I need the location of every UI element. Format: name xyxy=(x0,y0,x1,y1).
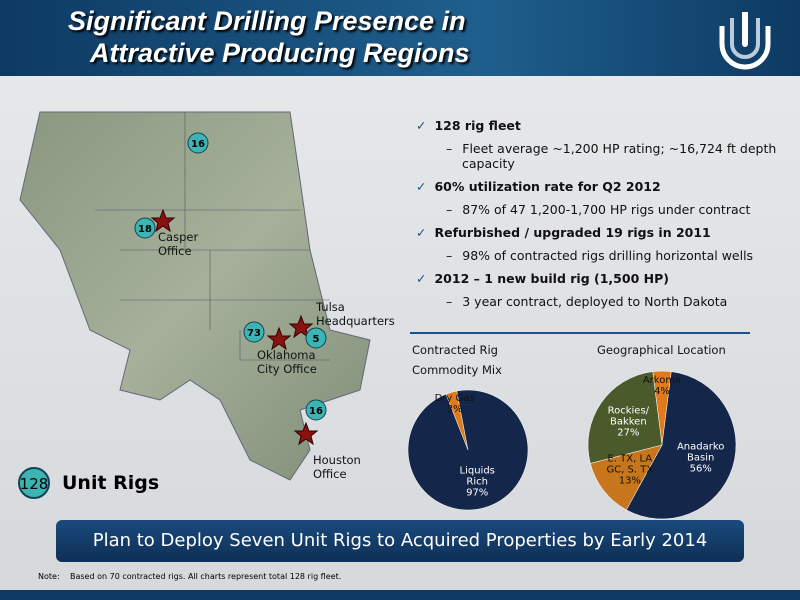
office-label: Oklahoma City Office xyxy=(257,348,317,376)
rig-count: 73 xyxy=(247,328,261,339)
pie-slice xyxy=(626,371,737,520)
slice-label: Liquids Rich 97% xyxy=(448,465,506,498)
banner: Plan to Deploy Seven Unit Rigs to Acquir… xyxy=(56,520,744,562)
slice-category: Arkoma xyxy=(642,374,682,386)
bullet: 2012 – 1 new build rig (1,500 HP) xyxy=(416,271,786,286)
chart-title: Geographical Location xyxy=(597,343,726,357)
office-label: Tulsa Headquarters xyxy=(316,300,395,328)
rig-badge xyxy=(243,321,265,343)
total-badge xyxy=(18,467,50,499)
pie-slice xyxy=(590,444,663,511)
pie-slice xyxy=(587,371,663,464)
slice-label: Anadarko Basin 56% xyxy=(672,441,730,474)
divider xyxy=(410,332,750,334)
slice-category: Liquids Rich xyxy=(459,465,495,488)
slice-label: Arkoma 4% xyxy=(633,375,691,397)
title: Attractive Producing Regions xyxy=(90,38,470,68)
slice-category: Dry Gas xyxy=(434,392,475,404)
slice-category: Rockies/ Bakken xyxy=(607,405,650,428)
slice-value: 3% xyxy=(446,403,463,415)
rig-count: 5 xyxy=(313,334,320,345)
bullet: Refurbished / upgraded 19 rigs in 2011 xyxy=(416,225,786,240)
slice-value: 4% xyxy=(654,385,670,397)
logo xyxy=(719,12,771,70)
slice-value: 13% xyxy=(618,475,641,487)
bullet: 60% utilization rate for Q2 2012 xyxy=(416,179,786,194)
slice-label: E. TX, LA GC, S. TX 13% xyxy=(601,453,659,486)
pie-slice xyxy=(407,389,529,511)
rig-badge xyxy=(187,132,209,154)
rig-badge xyxy=(134,217,156,239)
office-label: Houston Office xyxy=(313,453,361,481)
total-label: Unit Rigs xyxy=(62,472,160,494)
total-count: 128 xyxy=(20,475,49,493)
slice-category: Anadarko Basin xyxy=(676,441,725,464)
sub-bullet: 98% of contracted rigs drilling horizont… xyxy=(438,248,786,263)
office-label: Casper Office xyxy=(158,230,199,258)
slice-value: 97% xyxy=(466,487,489,499)
slice-value: 27% xyxy=(617,427,640,439)
title: Significant Drilling Presence in xyxy=(68,6,466,36)
region xyxy=(19,111,371,481)
slice-category: E. TX, LA GC, S. TX xyxy=(606,453,654,476)
bullets: 128 rig fleet Fleet average ~1,200 HP rat… xyxy=(416,110,786,309)
slice-value: 56% xyxy=(689,463,712,475)
sub-bullet: 87% of 47 1,200-1,700 HP rigs under cont… xyxy=(438,202,786,217)
slice-label: Rockies/ Bakken 27% xyxy=(599,406,657,439)
bullet: 128 rig fleet xyxy=(416,118,786,133)
map xyxy=(19,111,371,481)
header: Significant Drilling Presence in Attract… xyxy=(0,0,800,76)
pie-charts xyxy=(407,370,737,520)
sub-bullet: Fleet average ~1,200 HP rating; ~16,724 … xyxy=(438,141,786,171)
rig-badges: 16 18 73 5 16 128 xyxy=(18,132,327,499)
chart-title: Contracted Rig Commodity Mix xyxy=(412,343,502,377)
note-label: Note: xyxy=(38,572,60,581)
note: Based on 70 contracted rigs. All charts … xyxy=(70,572,342,581)
rig-count: 18 xyxy=(138,224,152,235)
slice-label: Dry Gas 3% xyxy=(426,393,484,415)
rig-count: 16 xyxy=(309,406,323,417)
rig-count: 16 xyxy=(191,139,205,150)
sub-bullet: 3 year contract, deployed to North Dakot… xyxy=(438,294,786,309)
footer-bar xyxy=(0,590,800,600)
rig-badge xyxy=(305,327,327,349)
rig-badge xyxy=(305,399,327,421)
